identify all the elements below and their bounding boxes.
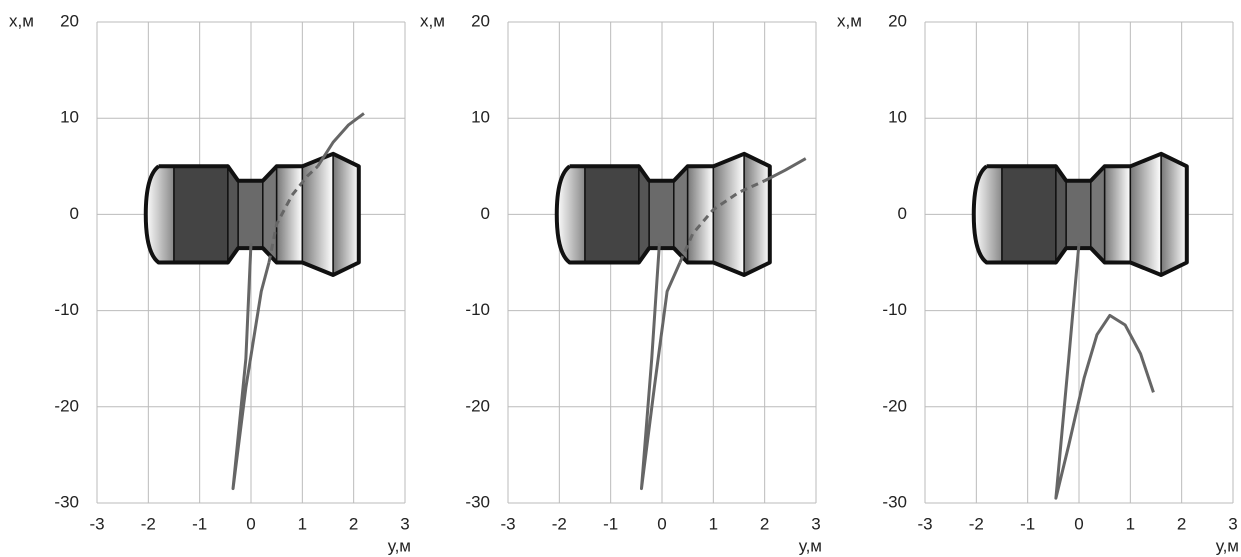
x-tick-label: 1	[709, 514, 718, 533]
trajectory	[763, 157, 807, 183]
ship-section	[237, 179, 264, 249]
ship-section	[584, 165, 640, 264]
x-tick-label: -2	[552, 514, 567, 533]
x-tick-label: 0	[246, 514, 255, 533]
x-tick-label: -3	[500, 514, 515, 533]
y-tick-label: 20	[60, 11, 79, 30]
trajectory	[231, 243, 271, 491]
x-tick-label: 2	[349, 514, 358, 533]
y-tick-label: -20	[54, 396, 79, 415]
x-tick-label: 2	[760, 514, 769, 533]
trajectory	[1054, 243, 1155, 500]
y-tick-label: -20	[882, 396, 907, 415]
x-axis-label: у,м	[1216, 536, 1239, 555]
trajectory	[267, 165, 319, 263]
x-tick-label: -1	[192, 514, 207, 533]
ship-section	[301, 152, 334, 277]
y-tick-label: -30	[54, 492, 79, 511]
ship-section	[1001, 165, 1057, 264]
x-tick-label: -3	[89, 514, 104, 533]
ship-outline	[143, 151, 361, 278]
y-tick-label: 0	[481, 204, 490, 223]
y-tick-label: 10	[471, 108, 490, 127]
x-tick-label: -1	[603, 514, 618, 533]
y-tick-label: -10	[54, 300, 79, 319]
y-tick-label: -10	[465, 300, 490, 319]
x-tick-label: 3	[811, 514, 820, 533]
ship-section	[1129, 152, 1162, 277]
y-tick-label: -30	[465, 492, 490, 511]
ship-section	[1065, 179, 1092, 249]
x-tick-label: 2	[1177, 514, 1186, 533]
y-tick-label: 20	[471, 11, 490, 30]
y-tick-label: 10	[888, 108, 907, 127]
ship-section	[173, 165, 229, 264]
ship-outline	[971, 151, 1189, 278]
trajectory	[316, 112, 365, 168]
ship-section	[1160, 152, 1188, 277]
x-tick-label: 3	[1228, 514, 1237, 533]
x-tick-label: -3	[917, 514, 932, 533]
x-tick-label: 1	[298, 514, 307, 533]
y-axis-label: x,м	[837, 11, 862, 30]
ship-section	[1103, 165, 1132, 264]
x-axis-label: у,м	[799, 536, 822, 555]
x-axis-label: у,м	[388, 536, 411, 555]
ship-outline	[554, 151, 772, 278]
x-tick-label: 0	[657, 514, 666, 533]
y-tick-label: 0	[898, 204, 907, 223]
y-axis-label: x,м	[420, 11, 445, 30]
ship-section	[686, 165, 715, 264]
y-tick-label: -20	[465, 396, 490, 415]
ship-section	[743, 152, 771, 277]
y-tick-label: 20	[888, 11, 907, 30]
ship-section	[712, 152, 745, 277]
y-tick-label: 10	[60, 108, 79, 127]
y-tick-label: -10	[882, 300, 907, 319]
x-tick-label: 0	[1074, 514, 1083, 533]
ship-section	[648, 179, 675, 249]
y-tick-label: -30	[882, 492, 907, 511]
x-tick-label: -2	[141, 514, 156, 533]
ship-section	[332, 152, 360, 277]
y-tick-label: 0	[70, 204, 79, 223]
x-tick-label: -2	[969, 514, 984, 533]
x-tick-label: 1	[1126, 514, 1135, 533]
y-axis-label: x,м	[9, 11, 34, 30]
x-tick-label: -1	[1020, 514, 1035, 533]
trajectory	[678, 179, 766, 264]
trajectory	[639, 243, 682, 491]
x-tick-label: 3	[400, 514, 409, 533]
